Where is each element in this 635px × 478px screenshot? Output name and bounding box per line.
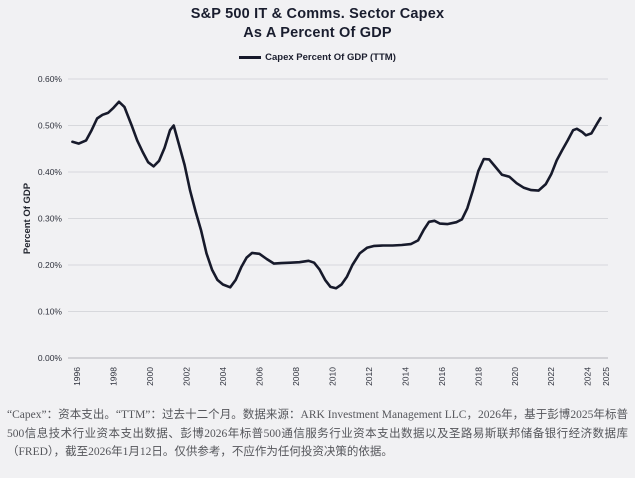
chart-title: S&P 500 IT & Comms. Sector Capex As A Pe… — [0, 5, 635, 43]
y-tick-label: 0.20% — [38, 260, 63, 270]
y-tick-label: 0.00% — [38, 353, 63, 363]
y-tick-label: 0.60% — [38, 74, 63, 84]
x-tick-label: 2006 — [254, 367, 264, 386]
x-tick-label: 2020 — [510, 367, 520, 386]
chart-legend: Capex Percent Of GDP (TTM) — [0, 52, 635, 63]
x-tick-label: 2004 — [218, 367, 228, 386]
chart-title-line1: S&P 500 IT & Comms. Sector Capex — [190, 6, 445, 22]
x-tick-label: 2008 — [291, 367, 301, 386]
y-tick-label: 0.40% — [38, 167, 63, 177]
x-tick-label: 2000 — [145, 367, 155, 386]
x-tick-label: 2002 — [181, 367, 191, 386]
source-footnote: “Capex”：资本支出。“TTM”：过去十二个月。数据来源：ARK Inves… — [7, 409, 628, 459]
x-tick-label: 2025 — [601, 367, 611, 386]
capex-line-series — [71, 100, 602, 290]
legend-line-swatch — [239, 56, 262, 59]
x-tick-label: 2012 — [364, 367, 374, 386]
legend-series-label: Capex Percent Of GDP (TTM) — [265, 52, 396, 63]
y-tick-label: 0.30% — [38, 214, 63, 224]
chart-svg: 0.00% 0.10% 0.20% 0.30% 0.40% 0.50% 0.60% 1996 1… — [22, 74, 611, 386]
x-tick-label: 2024 — [583, 367, 593, 386]
x-tick-label: 1996 — [72, 367, 82, 386]
y-tick-label: 0.10% — [38, 307, 63, 317]
capex-line-chart: 0.00% 0.10% 0.20% 0.30% 0.40% 0.50% 0.60% 1996 1… — [0, 64, 635, 409]
x-tick-label: 2022 — [546, 367, 556, 386]
x-tick-label: 1998 — [108, 367, 118, 386]
chart-title-line2: As A Percent Of GDP — [243, 25, 392, 41]
x-tick-label: 2016 — [437, 367, 447, 386]
x-tick-label: 2018 — [473, 367, 483, 386]
x-tick-label: 2010 — [327, 367, 337, 386]
y-tick-label: 0.50% — [38, 121, 63, 131]
x-tick-label: 2014 — [400, 367, 410, 386]
y-axis-title: Percent Of GDP — [22, 182, 33, 254]
